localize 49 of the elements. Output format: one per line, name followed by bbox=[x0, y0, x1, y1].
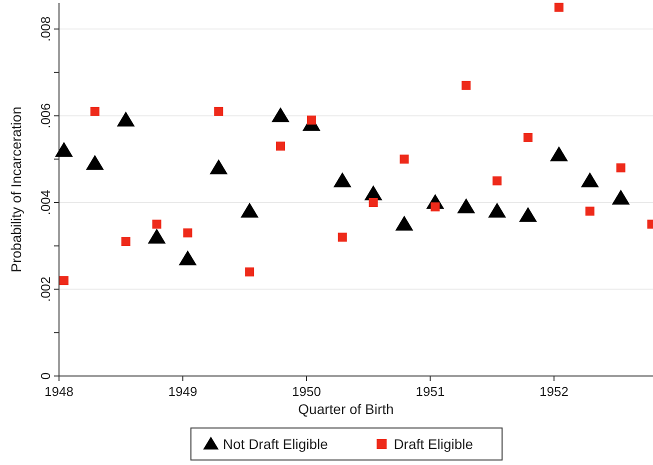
legend-label: Draft Eligible bbox=[394, 436, 474, 452]
point bbox=[86, 154, 104, 170]
x-tick-label: 1951 bbox=[416, 384, 445, 399]
x-tick-label: 1949 bbox=[168, 384, 198, 399]
point bbox=[245, 267, 254, 276]
point bbox=[580, 172, 599, 188]
x-tick-label: 1948 bbox=[44, 384, 74, 399]
x-tick-label: 1950 bbox=[292, 384, 321, 399]
point bbox=[395, 216, 414, 231]
y-axis-title: Probability of Incarceration bbox=[8, 106, 24, 272]
point bbox=[54, 142, 73, 157]
point bbox=[462, 80, 471, 90]
x-axis-title: Quarter of Birth bbox=[298, 401, 394, 417]
point bbox=[430, 202, 440, 212]
point bbox=[333, 172, 352, 188]
point bbox=[616, 163, 626, 172]
point bbox=[90, 106, 100, 116]
point bbox=[148, 228, 166, 244]
point bbox=[276, 142, 286, 151]
point bbox=[585, 206, 594, 216]
point bbox=[116, 112, 135, 127]
point bbox=[59, 276, 68, 286]
legend-label: Not Draft Eligible bbox=[222, 436, 328, 452]
point bbox=[121, 237, 130, 246]
point bbox=[457, 198, 476, 214]
point bbox=[400, 154, 409, 164]
point bbox=[368, 198, 378, 208]
point bbox=[152, 220, 162, 229]
point bbox=[519, 206, 538, 222]
point bbox=[488, 202, 506, 218]
point bbox=[210, 159, 228, 174]
point bbox=[306, 116, 316, 125]
point bbox=[272, 107, 290, 122]
y-tick-label: 0 bbox=[38, 372, 53, 380]
y-tick-label: .004 bbox=[38, 190, 53, 216]
point bbox=[550, 146, 568, 162]
point bbox=[338, 232, 347, 242]
point bbox=[492, 176, 502, 186]
point bbox=[240, 202, 259, 218]
point bbox=[183, 228, 192, 238]
x-tick-label: 1952 bbox=[540, 384, 568, 399]
point bbox=[178, 250, 197, 266]
point bbox=[612, 190, 630, 205]
y-tick-label: .008 bbox=[38, 16, 53, 42]
point bbox=[554, 2, 564, 12]
y-tick-label: .002 bbox=[38, 276, 53, 302]
y-tick-label: .006 bbox=[38, 103, 53, 128]
point bbox=[524, 132, 533, 142]
point bbox=[214, 106, 224, 116]
